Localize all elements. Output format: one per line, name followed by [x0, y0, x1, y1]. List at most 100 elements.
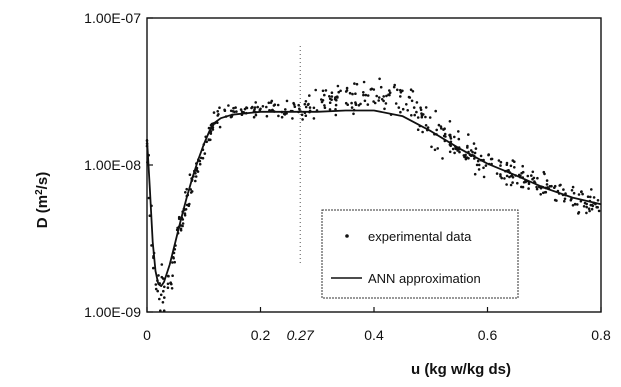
experimental-data-point [209, 138, 212, 142]
experimental-data-point [499, 164, 502, 167]
experimental-data-point [259, 107, 262, 111]
experimental-data-point [344, 90, 348, 93]
experimental-data-point [572, 191, 576, 195]
experimental-data-point [293, 105, 297, 108]
experimental-data-point [597, 209, 601, 213]
experimental-data-point [181, 222, 185, 225]
experimental-data-point [577, 212, 580, 215]
experimental-data-point [216, 110, 219, 113]
experimental-data-point [231, 110, 235, 113]
experimental-data-point [212, 111, 216, 114]
y-axis-title: D (m2/s) [34, 172, 52, 228]
experimental-data-point [487, 153, 490, 157]
experimental-data-point [588, 209, 591, 213]
experimental-data-point [531, 177, 534, 181]
experimental-data-point [505, 183, 508, 186]
experimental-data-point [227, 104, 230, 107]
experimental-data-point [207, 126, 211, 130]
experimental-data-point [436, 147, 440, 150]
experimental-data-point [585, 202, 588, 206]
experimental-data-point [516, 181, 519, 185]
experimental-data-point [539, 193, 542, 196]
experimental-data-point [166, 274, 170, 278]
experimental-data-point [424, 124, 428, 127]
experimental-data-point [346, 103, 350, 106]
experimental-data-point [388, 91, 392, 94]
experimental-data-point [372, 100, 375, 103]
experimental-data-point [453, 135, 456, 139]
experimental-data-point [415, 110, 418, 114]
experimental-data-point [306, 103, 310, 106]
experimental-data-point [384, 102, 388, 105]
legend: experimental data ANN approximation [321, 209, 519, 299]
experimental-data-point [479, 154, 483, 158]
experimental-data-point [378, 77, 381, 81]
experimental-data-point [527, 187, 530, 190]
x-tick-label: 0.8 [591, 327, 611, 343]
experimental-data-point [223, 109, 227, 112]
experimental-data-point [596, 199, 600, 202]
experimental-data-point [453, 151, 456, 155]
experimental-data-point [183, 214, 187, 217]
experimental-data-point [363, 99, 367, 103]
experimental-data-point [364, 93, 368, 97]
experimental-data-point [336, 84, 340, 88]
experimental-data-point [467, 133, 470, 136]
experimental-data-point [354, 103, 358, 106]
experimental-data-point [409, 88, 413, 91]
experimental-data-point [410, 99, 414, 103]
experimental-data-point [239, 108, 243, 111]
experimental-data-point [562, 188, 565, 191]
experimental-data-point [297, 103, 301, 107]
experimental-data-point [553, 198, 557, 202]
experimental-data-point [434, 109, 438, 113]
ann-approximation-line [146, 109, 602, 288]
experimental-data-point [535, 185, 538, 189]
experimental-data-point [508, 175, 511, 179]
experimental-data-point [366, 103, 370, 106]
experimental-data-point [304, 114, 308, 117]
experimental-data-point [448, 150, 452, 154]
experimental-data-point [171, 261, 174, 264]
experimental-data-point [177, 217, 181, 221]
experimental-data-point [234, 106, 237, 109]
experimental-data-point [190, 190, 194, 193]
experimental-data-point [366, 94, 370, 97]
experimental-data-point [301, 118, 304, 121]
experimental-data-point [303, 102, 307, 106]
experimental-data-point [160, 275, 164, 279]
experimental-data-point [439, 125, 443, 128]
experimental-data-point [587, 207, 591, 210]
experimental-data-point [570, 189, 574, 192]
experimental-data-point [392, 85, 396, 89]
experimental-data-point [535, 187, 539, 191]
experimental-data-point [448, 120, 452, 123]
x-tick-label: 0 [143, 327, 151, 343]
experimental-data-point [152, 266, 155, 270]
experimental-data-point [254, 101, 257, 104]
experimental-data-point [530, 174, 533, 177]
experimental-data-point [451, 147, 455, 151]
experimental-data-point [399, 95, 402, 98]
experimental-data-point [397, 106, 401, 109]
experimental-data-point [536, 176, 539, 180]
experimental-data-point [521, 170, 525, 174]
experimental-data-point [477, 163, 481, 167]
experimental-data-point [385, 94, 388, 98]
experimental-data-point [350, 101, 353, 105]
experimental-data-point [383, 107, 386, 111]
legend-label-experimental: experimental data [368, 229, 472, 244]
experimental-data-point [500, 176, 504, 180]
experimental-data-point [484, 164, 488, 167]
experimental-data-point [382, 99, 385, 103]
experimental-data-point [495, 172, 499, 175]
experimental-data-point [285, 99, 289, 103]
experimental-data-point [276, 103, 280, 107]
experimental-data-point [590, 188, 593, 191]
experimental-data-point [582, 205, 586, 208]
experimental-data-point [482, 166, 485, 170]
experimental-data-point [161, 301, 165, 304]
experimental-data-point [218, 125, 222, 129]
experimental-data-point [314, 88, 318, 92]
legend-box [321, 209, 519, 299]
